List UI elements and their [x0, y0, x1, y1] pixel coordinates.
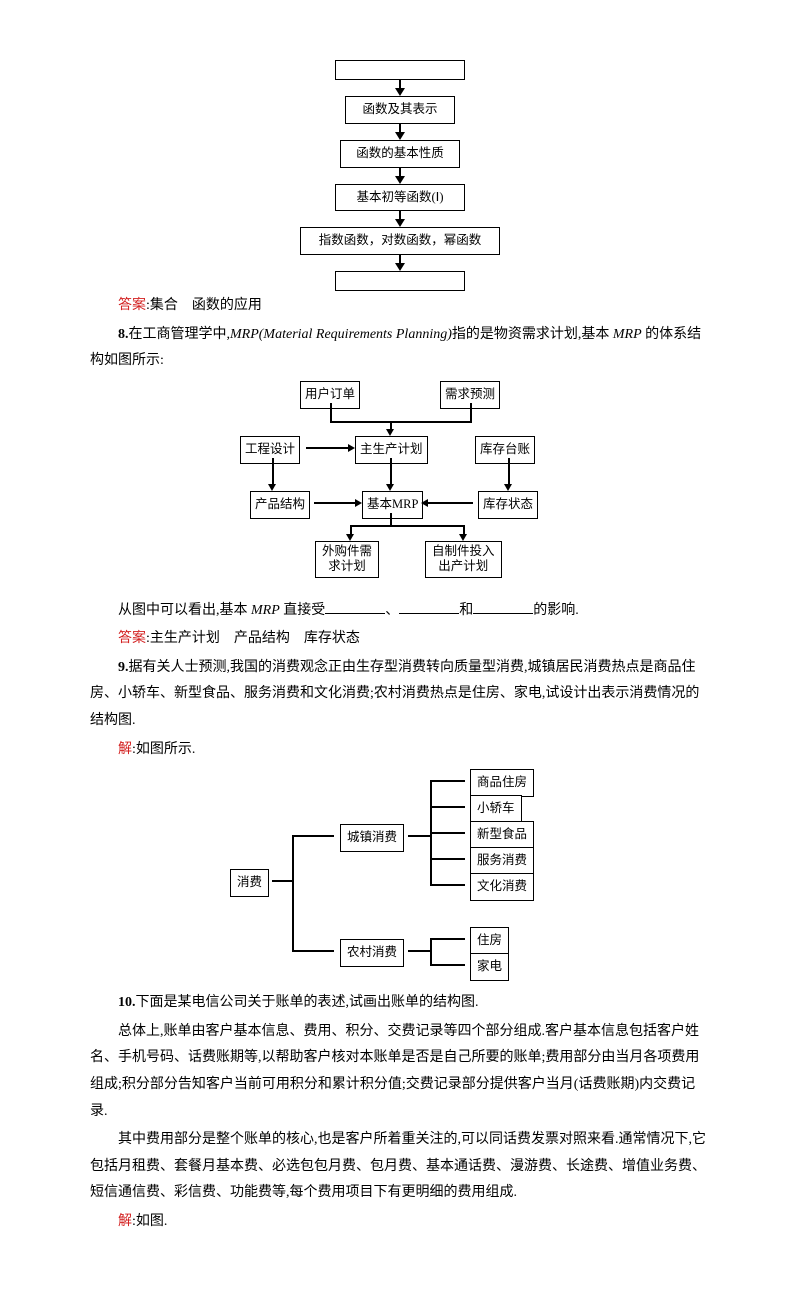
mrp-make: 自制件投入出产计划 [425, 541, 502, 578]
arrow-icon [395, 88, 405, 96]
solution-label: 解 [118, 742, 132, 757]
paragraph-10a: 总体上,账单由客户基本信息、费用、积分、交费记录等四个部分组成.客户基本信息包括… [90, 1019, 710, 1125]
question-8: 8.在工商管理学中,MRP(Material Requirements Plan… [90, 322, 710, 375]
mrp-prod-struct: 产品结构 [250, 491, 310, 519]
paragraph-10b: 其中费用部分是整个账单的核心,也是客户所着重关注的,可以同话费发票对照来看.通常… [90, 1127, 710, 1207]
arrow-icon [395, 219, 405, 227]
d3-urban-0: 商品住房 [470, 769, 534, 797]
solution-9: 解:如图所示. [90, 737, 710, 764]
blank-3 [473, 597, 533, 614]
diagram-mrp: 用户订单 需求预测 工程设计 主生产计划 库存台账 产品结构 基本MRP 库存状… [210, 381, 590, 591]
d3-rural-1: 家电 [470, 953, 509, 981]
d1-box-3: 基本初等函数(Ⅰ) [335, 184, 465, 212]
blank-2 [399, 597, 459, 614]
q9-num: 9. [118, 660, 129, 675]
d1-box-1: 函数及其表示 [345, 96, 455, 124]
mrp-stock-ledger: 库存台账 [475, 436, 535, 464]
d3-urban-4: 文化消费 [470, 873, 534, 901]
solution-10: 解:如图. [90, 1209, 710, 1236]
mrp-purchase: 外购件需求计划 [315, 541, 379, 578]
answer-label: 答案 [118, 298, 146, 313]
d3-rural: 农村消费 [340, 939, 404, 967]
answer-text: :主生产计划 产品结构 库存状态 [146, 631, 360, 646]
d1-box-2: 函数的基本性质 [340, 140, 460, 168]
d3-rural-0: 住房 [470, 927, 509, 955]
d3-urban: 城镇消费 [340, 824, 404, 852]
arrow-icon [395, 132, 405, 140]
d1-box-4: 指数函数，对数函数，幂函数 [300, 227, 500, 255]
d3-urban-1: 小轿车 [470, 795, 522, 823]
solution-label: 解 [118, 1214, 132, 1229]
d1-box-0 [335, 60, 465, 80]
q8-num: 8. [118, 327, 129, 342]
question-9: 9.据有关人士预测,我国的消费观念正由生存型消费转向质量型消费,城镇居民消费热点… [90, 655, 710, 735]
arrow-icon [395, 263, 405, 271]
d3-root: 消费 [230, 869, 269, 897]
d3-urban-3: 服务消费 [470, 847, 534, 875]
document-page: 函数及其表示 函数的基本性质 基本初等函数(Ⅰ) 指数函数，对数函数，幂函数 答… [0, 0, 800, 1297]
blank-1 [325, 597, 385, 614]
q8-tail: 从图中可以看出,基本 MRP 直接受、和的影响. [90, 597, 710, 624]
q10-num: 10. [118, 995, 136, 1010]
d3-urban-2: 新型食品 [470, 821, 534, 849]
arrow-icon [395, 176, 405, 184]
question-10: 10.下面是某电信公司关于账单的表述,试画出账单的结构图. [90, 990, 710, 1017]
answer-7: 答案:集合 函数的应用 [90, 293, 710, 320]
answer-text: :集合 函数的应用 [146, 298, 262, 313]
mrp-eng-design: 工程设计 [240, 436, 300, 464]
answer-8: 答案:主生产计划 产品结构 库存状态 [90, 626, 710, 653]
answer-label: 答案 [118, 631, 146, 646]
mrp-core: 基本MRP [362, 491, 423, 519]
diagram-consumption: 消费 城镇消费 农村消费 商品住房 小轿车 新型食品 服务消费 文化消费 住房 … [220, 769, 580, 984]
mrp-stock-state: 库存状态 [478, 491, 538, 519]
d1-box-5 [335, 271, 465, 291]
diagram-function-chain: 函数及其表示 函数的基本性质 基本初等函数(Ⅰ) 指数函数，对数函数，幂函数 [260, 60, 540, 291]
